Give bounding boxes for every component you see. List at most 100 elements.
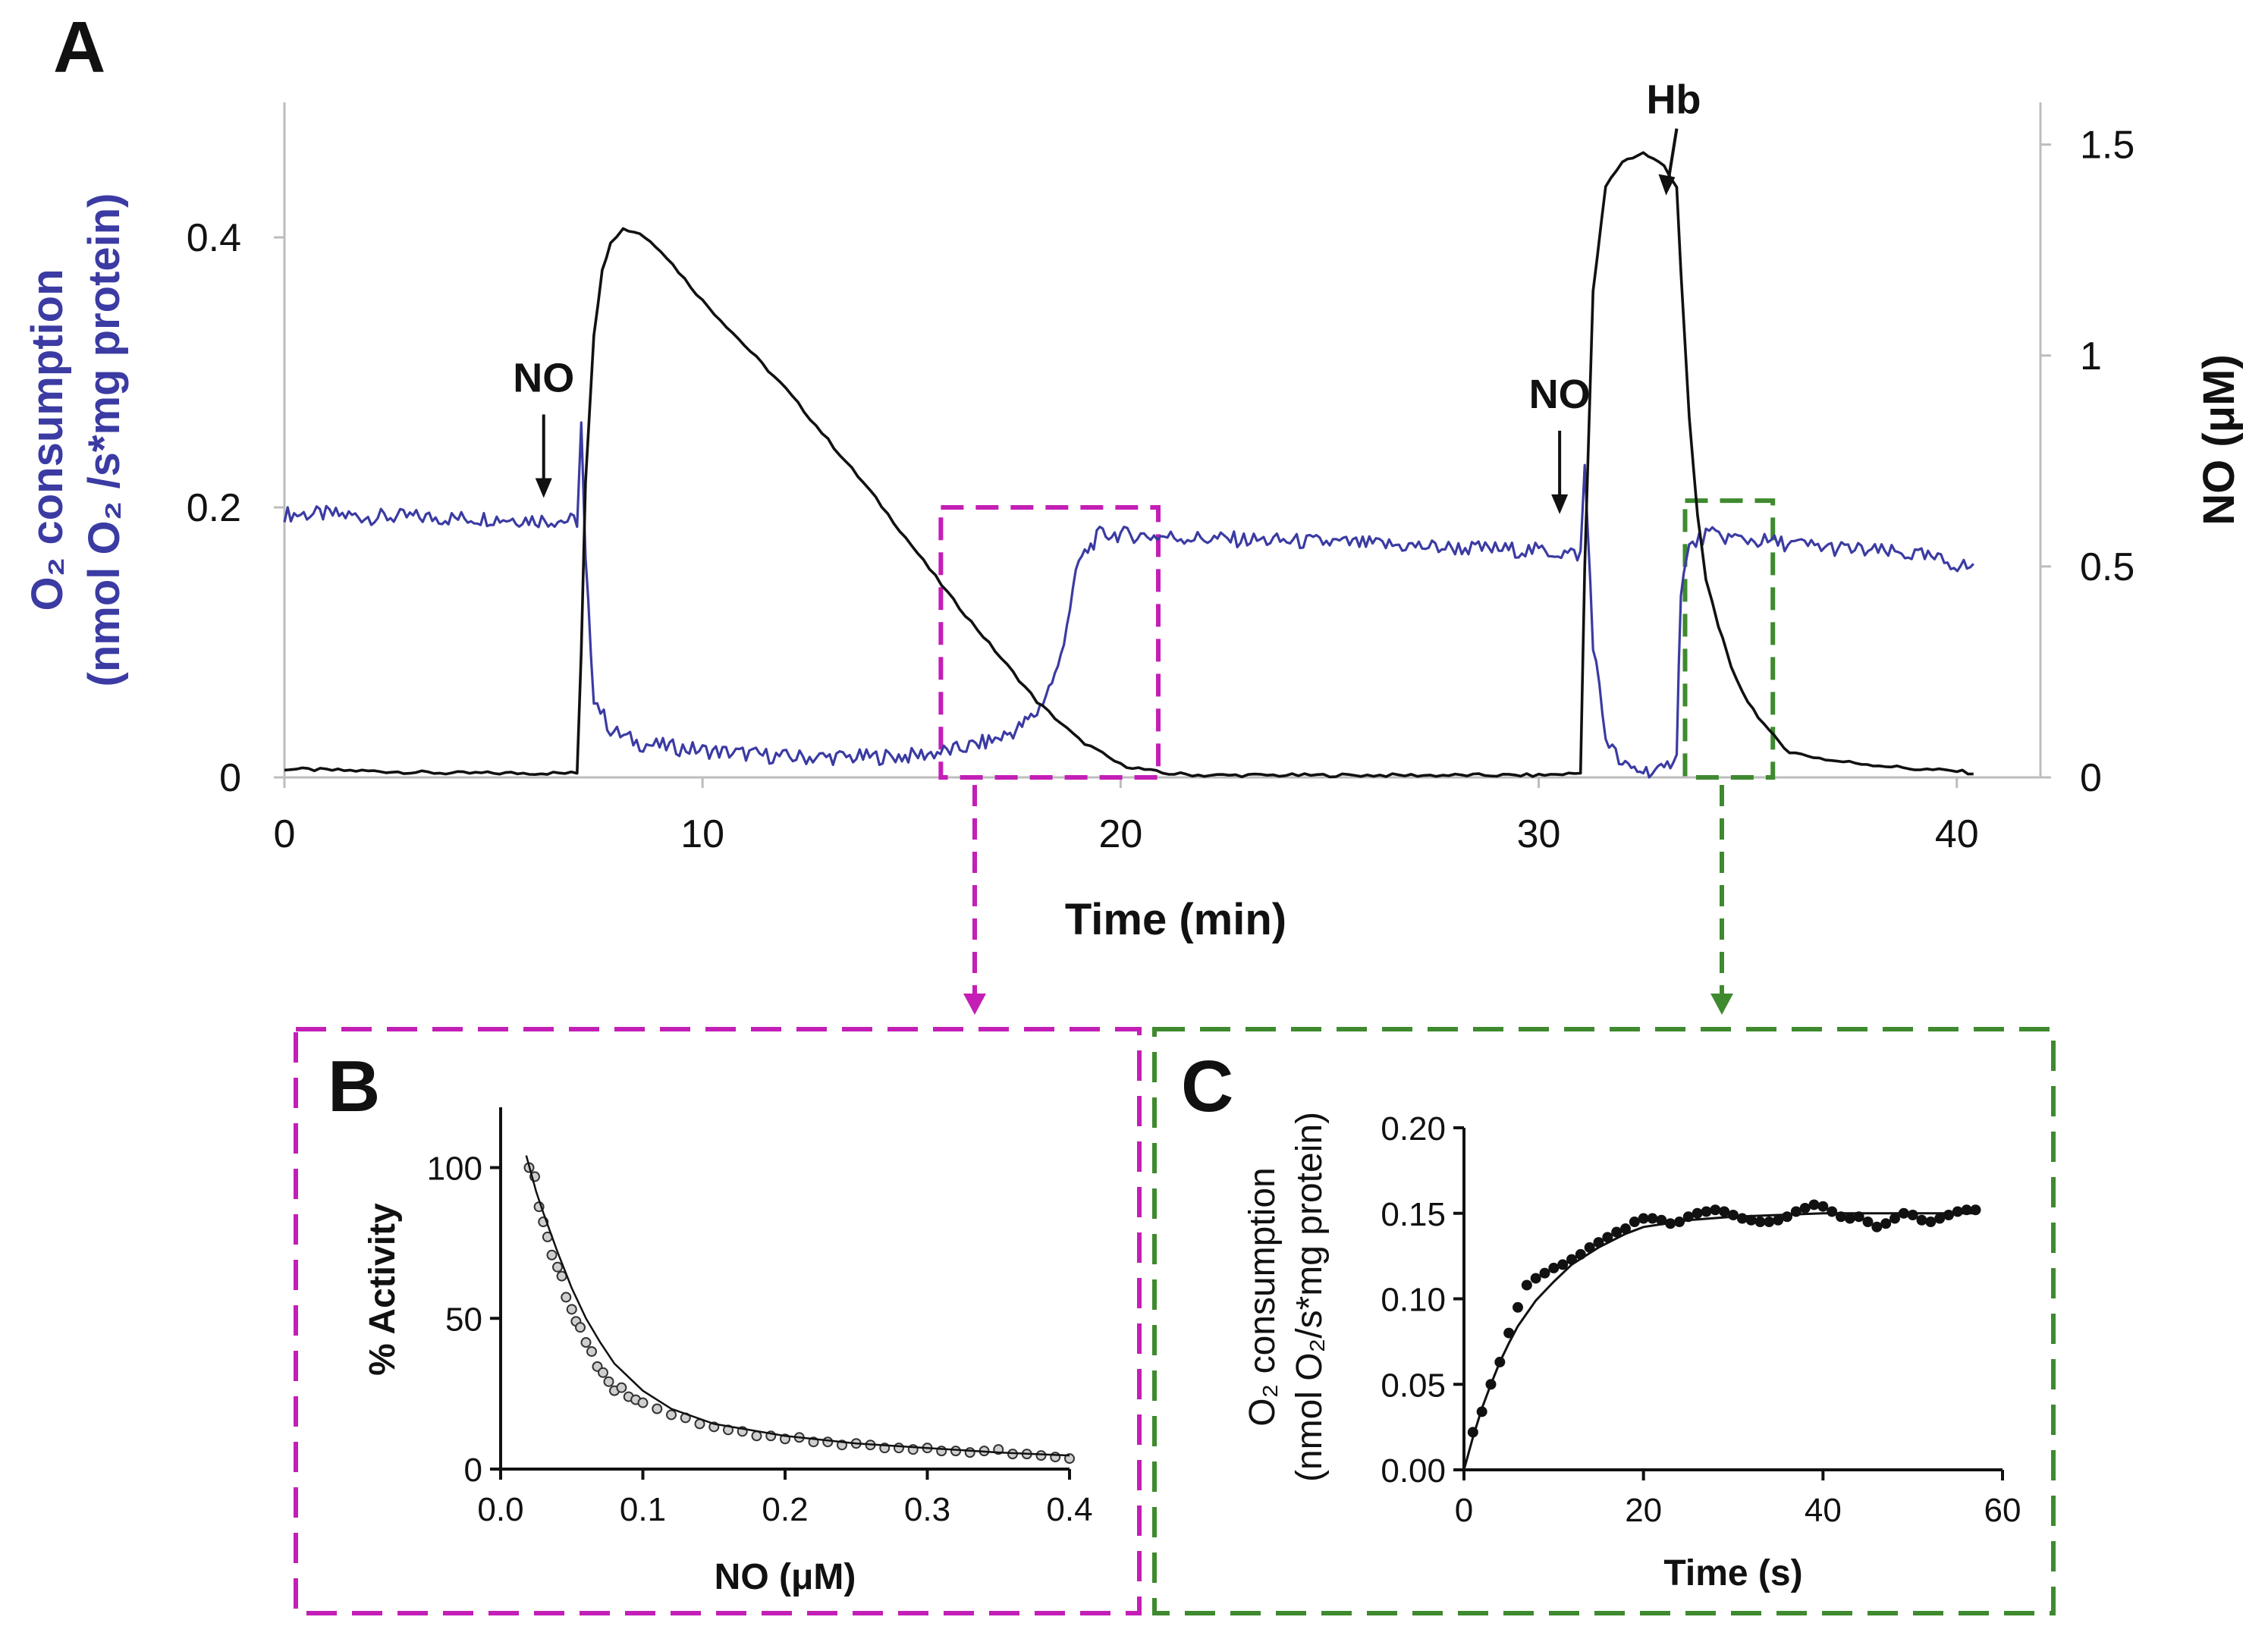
panel-b-y-axis-title-wrap: % Activity xyxy=(363,1203,403,1376)
panel-a-x-tick-label: 20 xyxy=(1098,812,1142,856)
panel-c-data-point xyxy=(1584,1242,1595,1253)
panel-a-highlight-regions xyxy=(938,498,1776,780)
panel-c-data-point xyxy=(1943,1210,1954,1221)
panel-c-data-point xyxy=(1521,1279,1532,1291)
panel-b-x-axis-title: NO (μM) xyxy=(715,1557,856,1597)
panel-b-frame xyxy=(294,1027,1142,1615)
panel-b-y-axis-title: % Activity xyxy=(363,1203,403,1376)
panel-c-x-tick-label: 20 xyxy=(1625,1492,1662,1529)
panel-a-y-axis-title: O₂ consumption (nmol O₂ /s*mg protein) xyxy=(23,193,129,687)
panel-a-annotation-label: NO xyxy=(1529,372,1591,417)
panel-a-y-ticks: 0 0.2 0.4 xyxy=(187,216,284,800)
panel-a-y-tick-label: 0 xyxy=(219,756,241,800)
panel-a-x-ticks: 0 10 20 30 40 xyxy=(274,777,1979,856)
panel-c-data-point xyxy=(1485,1379,1497,1390)
panel-c-y-tick-label: 0.10 xyxy=(1381,1282,1446,1319)
panel-c-y-tick-label: 0.20 xyxy=(1381,1110,1446,1148)
panel-c-fit xyxy=(1462,1212,1976,1471)
panel-c-data-point xyxy=(1799,1202,1811,1213)
panel-b-data-point xyxy=(894,1443,904,1454)
panel-a-annotation-arrowhead xyxy=(1551,494,1569,514)
panel-a-y-axis-title-line1: O₂ consumption xyxy=(23,268,72,611)
panel-c-x-ticks: 0 20 40 60 xyxy=(1455,1470,2021,1529)
panel-a-x-tick-label: 30 xyxy=(1517,812,1561,856)
panel-c-data-point xyxy=(1764,1217,1775,1228)
panel-b-data-point xyxy=(1035,1450,1047,1461)
panel-c-data-point xyxy=(1665,1218,1676,1229)
panel-b-data-point xyxy=(580,1337,592,1348)
panel-c-y-tick-label: 0.15 xyxy=(1381,1196,1446,1233)
panel-c-data-point xyxy=(1494,1356,1506,1367)
panel-c-x-tick-label: 40 xyxy=(1805,1492,1842,1529)
panel-b-data-point xyxy=(637,1397,649,1408)
panel-b-data-point xyxy=(598,1367,608,1378)
panel-b-x-ticks: 0.0 0.1 0.2 0.3 0.4 xyxy=(477,1469,1093,1528)
panel-c: C 0 20 40 60 0.000.050.100.150.20 Time (s) … xyxy=(1152,1027,2056,1615)
panel-c-data-point xyxy=(1853,1211,1864,1223)
panel-b-data-point xyxy=(586,1345,597,1357)
panel-c-data-point xyxy=(1467,1427,1478,1438)
panel-a-y-axis-title-line2: (nmol O₂ /s*mg protein) xyxy=(80,193,129,687)
panel-a-y2-tick-label: 1.5 xyxy=(2080,124,2134,168)
panel-b-letter: B xyxy=(328,1046,380,1127)
panel-a-y2-tick-label: 0.5 xyxy=(2080,545,2134,589)
panel-c-data-point xyxy=(1620,1223,1631,1235)
panel-c-data-point xyxy=(1889,1213,1900,1224)
panel-a-series-o2-line xyxy=(283,421,1974,779)
panel-a-highlight-region xyxy=(938,505,1161,780)
panel-c-data-point xyxy=(1701,1206,1712,1217)
panel-c-data-point xyxy=(1961,1204,1972,1216)
panel-c-data-point xyxy=(1682,1211,1694,1223)
panel-c-y-ticks: 0.00 0.05 0.10 0.15 0.20 xyxy=(1381,1110,1464,1490)
panel-c-data-point xyxy=(1782,1211,1792,1223)
panel-a-letter: A xyxy=(53,7,105,88)
panel-b-data-point xyxy=(666,1409,677,1421)
panel-c-data-point xyxy=(1736,1213,1748,1224)
panel-c-data-point xyxy=(1513,1301,1523,1313)
panel-b-data-point xyxy=(566,1304,577,1315)
panel-c-frame xyxy=(1152,1027,2056,1615)
panel-b-x-tick-label: 0.4 xyxy=(1046,1491,1092,1528)
panel-c-data-point xyxy=(1773,1214,1784,1226)
panel-a-y2-tick-label: 1 xyxy=(2080,334,2102,378)
panel-a-y2-axis-title: NO (μM) xyxy=(2194,354,2244,526)
panel-b-points xyxy=(523,1162,1075,1465)
panel-c-x-tick-label: 60 xyxy=(1984,1492,2021,1529)
panel-c-data-point xyxy=(1754,1217,1766,1228)
panel-b-data-point xyxy=(561,1292,572,1303)
panel-c-y-axis-title-line2: (nmol O₂/s*mg protein) xyxy=(1289,1112,1330,1482)
panel-b-data-point xyxy=(822,1436,834,1448)
panel-b-data-point xyxy=(950,1446,961,1457)
panel-a-series-no-line xyxy=(284,151,1974,779)
panel-c-data-point xyxy=(1566,1254,1577,1265)
panel-c-letter: C xyxy=(1181,1046,1233,1127)
panel-b-data-point xyxy=(546,1249,558,1261)
panel-a-x-tick-label: 40 xyxy=(1935,812,1979,856)
panel-b-y-tick-label: 0 xyxy=(464,1452,482,1489)
panel-c-y-tick-label: 0.05 xyxy=(1381,1367,1446,1404)
panel-a-annotation-label: NO xyxy=(513,356,574,401)
panel-b-data-point xyxy=(616,1382,627,1393)
panel-a-annotation-arrow-line xyxy=(1666,128,1679,186)
panel-c-data-point xyxy=(1898,1207,1909,1219)
panel-a: A 0 10 20 30 40 00.20.4 00.511.5 Time (min) … xyxy=(23,7,2244,944)
panel-a-annotation-arrowhead xyxy=(535,478,552,498)
panel-b-data-point xyxy=(603,1376,614,1387)
panel-a-highlight-region xyxy=(1682,498,1776,780)
panel-c-data-point xyxy=(1862,1217,1874,1228)
panel-c-y-axis-title-line1: O₂ consumption xyxy=(1242,1167,1283,1426)
panel-c-data-point xyxy=(1728,1210,1739,1221)
panel-c-data-point xyxy=(1476,1406,1487,1418)
panel-c-data-point xyxy=(1611,1226,1622,1238)
panel-c-data-point xyxy=(1638,1213,1649,1224)
panel-c-data-point xyxy=(1602,1232,1613,1243)
panel-c-data-point xyxy=(1710,1204,1721,1216)
panel-c-data-point xyxy=(1692,1207,1703,1219)
panel-b: B 0.0 0.1 0.2 0.3 0.4 0 50 100 NO (μM) % Activ… xyxy=(294,1027,1142,1615)
panel-b-data-point xyxy=(751,1430,762,1442)
panel-a-y2-tick-label: 0 xyxy=(2080,756,2102,800)
panel-b-x-tick-label: 0.1 xyxy=(620,1491,666,1528)
panel-c-x-tick-label: 0 xyxy=(1455,1492,1473,1529)
panel-c-data-point xyxy=(1934,1213,1946,1224)
